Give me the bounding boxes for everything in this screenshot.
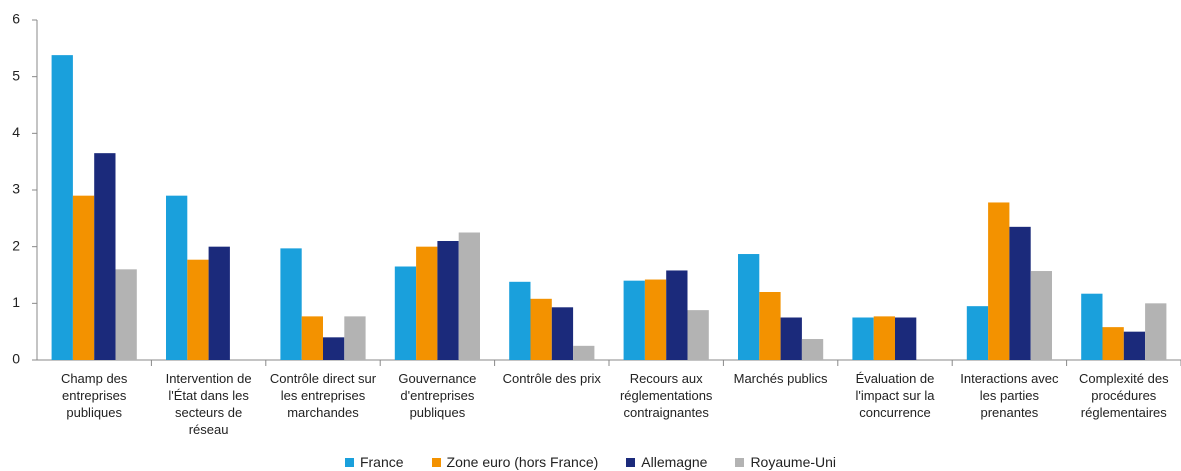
bar — [51, 55, 73, 361]
bar — [623, 280, 645, 360]
y-tick-label: 0 — [12, 351, 20, 367]
legend-label: Zone euro (hors France) — [446, 454, 599, 470]
bar — [530, 298, 552, 360]
x-tick-label: Champ des entreprises publiques — [60, 371, 128, 420]
bar — [509, 281, 531, 360]
bar — [1123, 331, 1146, 360]
bar — [780, 317, 802, 360]
x-tick-label: Interactions avec les parties prenantes — [960, 371, 1059, 420]
legend: France Zone euro (hors France) Allemagne Ro… — [0, 454, 1181, 470]
bar — [573, 345, 595, 360]
y-tick-label: 5 — [12, 67, 20, 83]
y-tick-label: 2 — [12, 237, 20, 253]
bar — [873, 316, 895, 360]
x-tick-label: Marchés publics — [733, 371, 828, 386]
legend-item: Royaume-Uni — [735, 454, 836, 470]
bar — [1009, 226, 1031, 360]
x-tick-label: Complexité des procédures réglementaires — [1078, 371, 1169, 420]
chart: 0 1 2 3 4 5 6 — [12, 11, 1181, 367]
bar — [344, 316, 366, 360]
bar — [301, 316, 323, 360]
y-tick-label: 1 — [12, 294, 20, 310]
x-tick-label: Évaluation de l'impact sur la concurrenc… — [855, 371, 935, 420]
legend-label: France — [359, 454, 404, 470]
bar — [966, 306, 989, 360]
bar — [416, 246, 438, 360]
bar — [1145, 303, 1167, 360]
bar — [644, 279, 667, 360]
bar — [394, 266, 417, 360]
x-tick-label: Contrôle des prix — [502, 371, 601, 386]
x-tick-label: Contrôle direct sur les entreprises marc… — [269, 371, 377, 420]
bar — [280, 248, 302, 360]
y-tick-label: 4 — [12, 124, 20, 140]
bar — [437, 241, 459, 360]
bar — [1030, 271, 1052, 360]
legend-label: Allemagne — [641, 454, 708, 470]
legend-item: Zone euro (hors France) — [431, 454, 599, 470]
bar — [458, 232, 480, 360]
bar — [666, 270, 688, 360]
bar — [94, 153, 116, 360]
legend-item: Allemagne — [626, 454, 707, 470]
x-tick-label: Recours aux réglementations contraignant… — [619, 371, 713, 420]
legend-swatch — [344, 457, 354, 467]
x-tick-label: Intervention de l'État dans les secteurs… — [165, 371, 252, 437]
bar — [801, 339, 824, 360]
bar — [759, 292, 781, 360]
bar — [988, 202, 1010, 360]
bar — [551, 307, 574, 360]
legend-item: France — [344, 454, 404, 470]
bar — [166, 195, 188, 360]
bar — [72, 195, 95, 360]
y-tick-label: 3 — [12, 181, 20, 197]
legend-swatch — [431, 457, 441, 467]
bar — [208, 246, 230, 360]
bar — [895, 317, 917, 360]
bar — [323, 337, 345, 360]
bar — [687, 310, 709, 360]
legend-label: Royaume-Uni — [750, 454, 837, 470]
bar — [1102, 327, 1124, 360]
bar — [187, 259, 209, 360]
x-tick-label: Gouvernance d'entreprises publiques — [398, 371, 477, 420]
bar — [1081, 293, 1103, 360]
bar — [738, 254, 760, 360]
legend-swatch — [735, 457, 745, 467]
y-tick-label: 6 — [12, 11, 20, 27]
legend-swatch — [626, 457, 636, 467]
bar — [115, 269, 137, 360]
bar — [852, 317, 874, 360]
